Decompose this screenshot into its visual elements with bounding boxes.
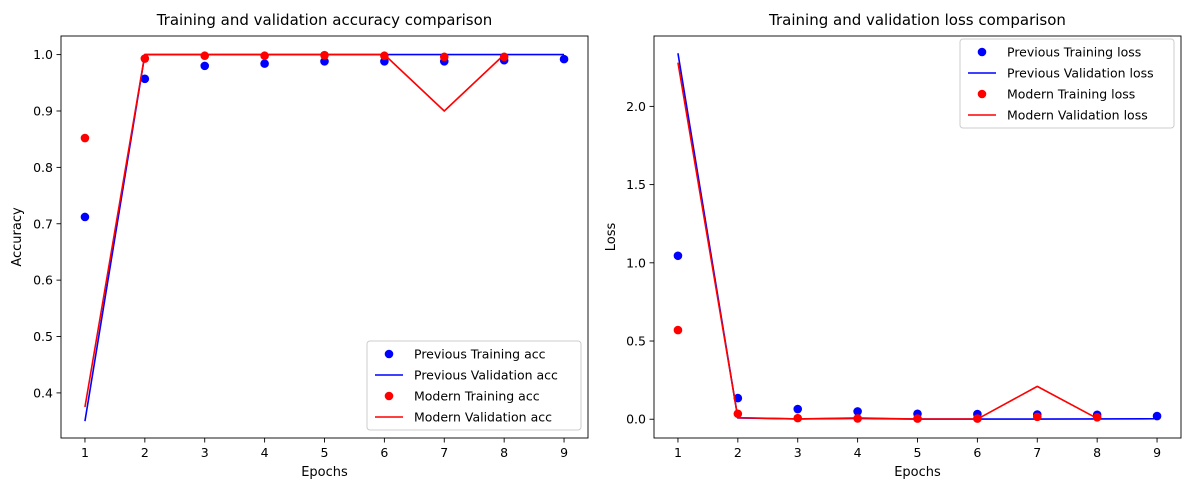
legend-label: Modern Training loss: [1007, 87, 1135, 102]
x-tick-label: 2: [141, 445, 149, 460]
y-axis-label: Accuracy: [10, 207, 25, 267]
legend: Previous Training acc Previous Validation…: [366, 340, 582, 431]
x-tick-label: 2: [734, 445, 742, 460]
legend-label: Previous Validation acc: [414, 368, 558, 383]
x-tick-label: 9: [560, 445, 568, 460]
legend-label: Modern Validation acc: [414, 410, 552, 425]
data-point: [1092, 413, 1102, 422]
legend-marker-swatch: [977, 47, 987, 57]
y-tick-label: 0.7: [33, 216, 53, 231]
legend-label: Previous Training loss: [1007, 45, 1141, 60]
data-layer: [673, 53, 1162, 423]
data-point: [439, 52, 449, 62]
legend-box: [366, 340, 582, 431]
data-point: [673, 251, 683, 261]
data-layer: [80, 50, 569, 422]
data-point: [260, 51, 269, 61]
legend-box: [959, 38, 1175, 129]
legend-marker-swatch: [977, 89, 987, 99]
data-point: [380, 51, 389, 61]
chart-title: Training and validation loss comparison: [768, 11, 1066, 29]
data-point: [320, 57, 329, 66]
data-point: [260, 59, 269, 68]
x-tick-label: 8: [1093, 445, 1101, 460]
series-line-4: [84, 53, 505, 408]
y-tick-label: 0.4: [33, 385, 53, 400]
x-tick-label: 7: [440, 445, 448, 460]
legend-label: Previous Validation loss: [1007, 66, 1154, 81]
x-tick-label: 3: [794, 445, 802, 460]
legend-marker-swatch: [384, 349, 394, 359]
data-point: [200, 51, 210, 61]
chart-title: Training and validation accuracy compari…: [156, 11, 493, 29]
x-tick-label: 1: [674, 445, 682, 460]
legend: Previous Training loss Previous Validatio…: [959, 38, 1175, 129]
x-tick-label: 5: [914, 445, 922, 460]
y-tick-label: 2.0: [626, 99, 646, 114]
y-tick-label: 1.5: [626, 177, 646, 192]
chart-2: 1 2 3 4 5 6 7 8 9 0.0 0.5 1.0 1.5 2.0 Training and val…: [604, 11, 1182, 480]
y-tick-label: 0.5: [33, 329, 53, 344]
x-tick-label: 6: [380, 445, 388, 460]
y-tick-label: 0.8: [33, 160, 53, 175]
y-tick-label: 0.6: [33, 273, 53, 288]
x-tick-label: 3: [201, 445, 209, 460]
data-point: [200, 61, 210, 71]
data-point: [80, 212, 90, 222]
legend-marker-swatch: [384, 391, 394, 401]
data-point: [499, 52, 509, 62]
x-tick-label: 9: [1153, 445, 1161, 460]
y-tick-label: 1.0: [626, 255, 646, 270]
y-tick-label: 0.5: [626, 334, 646, 349]
x-tick-label: 4: [854, 445, 862, 460]
x-axis-label: Epochs: [301, 465, 348, 480]
legend-label: Modern Training acc: [414, 389, 540, 404]
x-tick-label: 7: [1033, 445, 1041, 460]
data-point: [140, 74, 150, 84]
x-tick-label: 6: [973, 445, 981, 460]
data-point: [80, 133, 90, 143]
y-axis-label: Loss: [604, 223, 619, 252]
data-point: [559, 54, 569, 64]
data-point: [673, 325, 683, 335]
data-point: [793, 404, 803, 414]
legend-label: Previous Training acc: [414, 347, 546, 362]
series-line-4: [677, 62, 1098, 420]
x-axis-label: Epochs: [894, 465, 941, 480]
y-tick-label: 1.0: [33, 47, 53, 62]
data-point: [853, 407, 862, 416]
x-tick-label: 4: [261, 445, 269, 460]
x-tick-label: 5: [321, 445, 329, 460]
chart-1: 1 2 3 4 5 6 7 8 9 0.4 0.5 0.6 0.7 0.8 0.9 1.0 Training a…: [10, 11, 589, 480]
data-point: [1032, 412, 1042, 422]
legend-label: Modern Validation loss: [1007, 108, 1148, 123]
y-tick-label: 0.0: [626, 412, 646, 427]
y-tick-label: 0.9: [33, 103, 53, 118]
x-tick-label: 1: [81, 445, 89, 460]
x-tick-label: 8: [500, 445, 508, 460]
